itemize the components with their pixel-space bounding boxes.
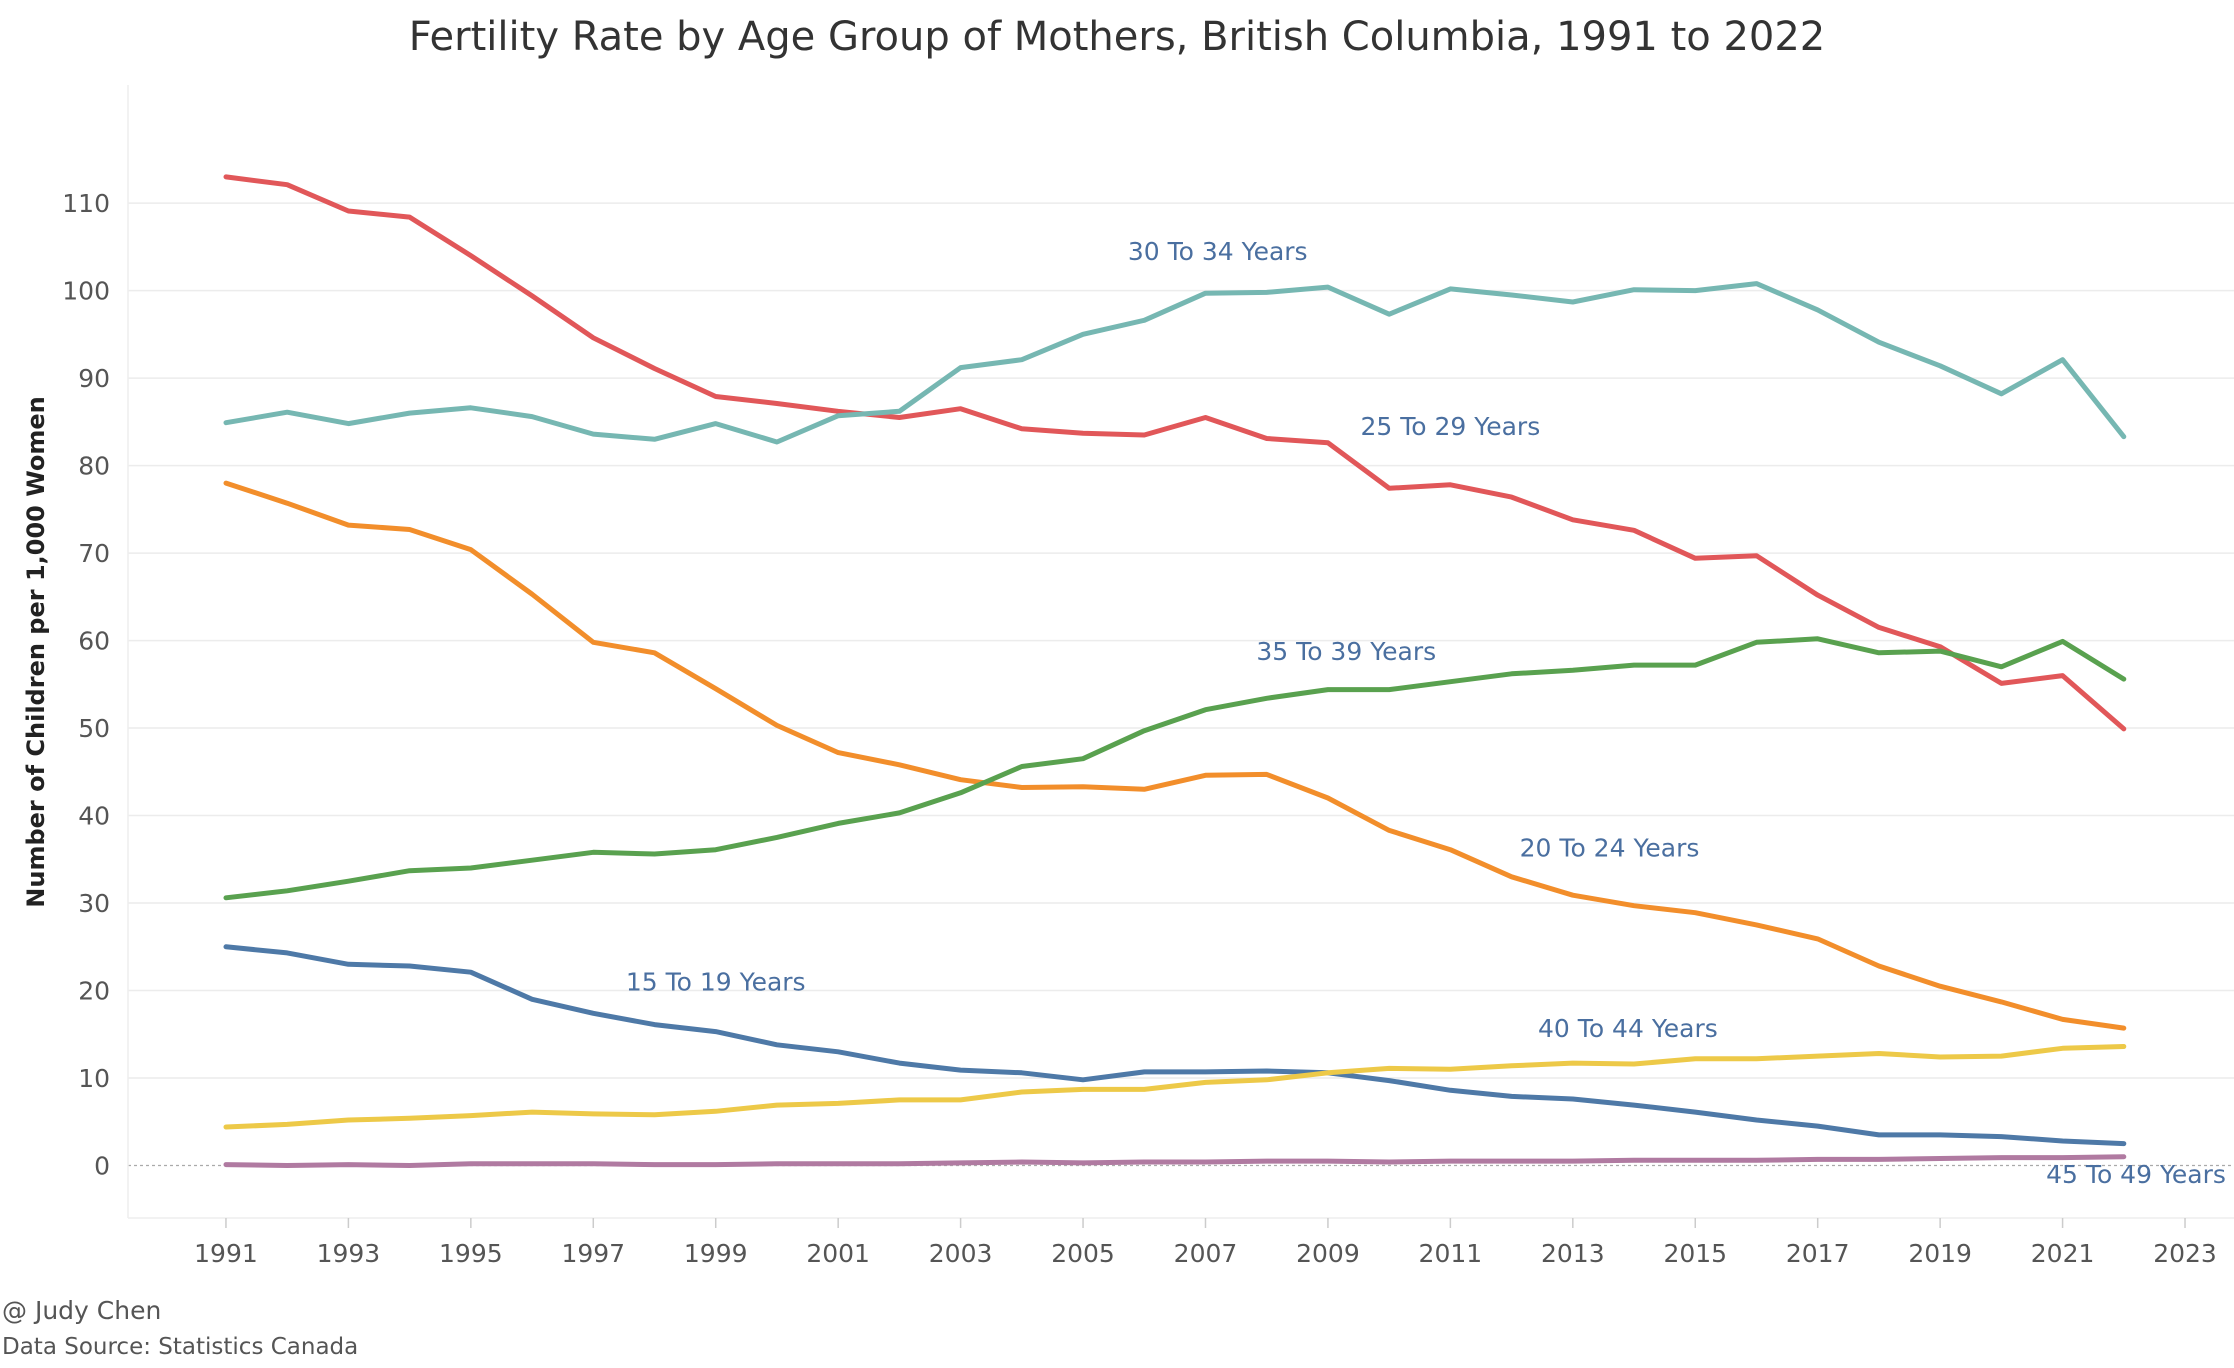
y-tick-label: 30 bbox=[78, 889, 110, 918]
x-tick-label: 2021 bbox=[2031, 1239, 2095, 1268]
y-tick-label: 90 bbox=[78, 364, 110, 393]
y-axis-label: Number of Children per 1,000 Women bbox=[22, 396, 50, 907]
y-tick-label: 20 bbox=[78, 977, 110, 1006]
series-label: 45 To 49 Years bbox=[2046, 1160, 2226, 1189]
series-line-25-to-29-years bbox=[223, 174, 2127, 732]
x-tick-label: 2007 bbox=[1174, 1239, 1238, 1268]
series-line-40-to-44-years bbox=[223, 1044, 2127, 1130]
x-tick-label: 2009 bbox=[1296, 1239, 1360, 1268]
x-tick-label: 2003 bbox=[929, 1239, 993, 1268]
series-line-45-to-49-years bbox=[223, 1154, 2127, 1168]
x-tick-label: 1993 bbox=[317, 1239, 381, 1268]
series-label: 40 To 44 Years bbox=[1538, 1014, 1718, 1043]
x-tick-label: 1991 bbox=[194, 1239, 258, 1268]
series-line-20-to-24-years bbox=[223, 480, 2127, 1031]
credit-text: @ Judy Chen bbox=[2, 1296, 162, 1325]
y-tick-label: 10 bbox=[78, 1064, 110, 1093]
series-label: 20 To 24 Years bbox=[1520, 834, 1700, 863]
series-line-35-to-39-years bbox=[223, 636, 2127, 901]
y-tick-label: 110 bbox=[62, 189, 110, 218]
y-tick-label: 60 bbox=[78, 627, 110, 656]
x-tick-label: 1995 bbox=[439, 1239, 503, 1268]
x-tick-label: 2015 bbox=[1663, 1239, 1727, 1268]
axes: 0 10 20 30 40 50 60 70 80 90 100 110 1991 1993 1995 199… bbox=[62, 85, 2234, 1268]
x-tick-label: 1997 bbox=[561, 1239, 625, 1268]
y-tick-label: 0 bbox=[94, 1152, 110, 1181]
series-label: 25 To 29 Years bbox=[1360, 412, 1540, 441]
series-line-15-to-19-years bbox=[223, 944, 2127, 1147]
gridlines bbox=[128, 202, 2234, 1167]
x-tick-label: 2011 bbox=[1419, 1239, 1483, 1268]
y-tick-label: 40 bbox=[78, 802, 110, 831]
x-tick-label: 2001 bbox=[806, 1239, 870, 1268]
x-tick-label: 2005 bbox=[1051, 1239, 1115, 1268]
series-label: 15 To 19 Years bbox=[626, 968, 806, 997]
y-tick-label: 70 bbox=[78, 539, 110, 568]
x-tick-label: 1999 bbox=[684, 1239, 748, 1268]
y-tick-label: 80 bbox=[78, 452, 110, 481]
y-tick-label: 50 bbox=[78, 714, 110, 743]
x-tick-label: 2017 bbox=[1786, 1239, 1850, 1268]
series-label: 30 To 34 Years bbox=[1128, 237, 1308, 266]
series-line-30-to-34-years bbox=[223, 281, 2127, 445]
data-source-text: Data Source: Statistics Canada bbox=[2, 1334, 359, 1360]
y-tick-label: 100 bbox=[62, 277, 110, 306]
series-lines bbox=[223, 174, 2127, 1168]
x-tick-label: 2013 bbox=[1541, 1239, 1605, 1268]
chart-title: Fertility Rate by Age Group of Mothers, … bbox=[408, 14, 1826, 60]
x-tick-label: 2019 bbox=[1908, 1239, 1972, 1268]
x-tick-label: 2023 bbox=[2153, 1239, 2217, 1268]
line-chart: 0 10 20 30 40 50 60 70 80 90 100 110 1991 1993 1995 199… bbox=[22, 85, 2234, 1268]
series-labels: 30 To 34 Years 25 To 29 Years 35 To 39 Yea… bbox=[626, 237, 2226, 1189]
series-label: 35 To 39 Years bbox=[1256, 637, 1436, 666]
